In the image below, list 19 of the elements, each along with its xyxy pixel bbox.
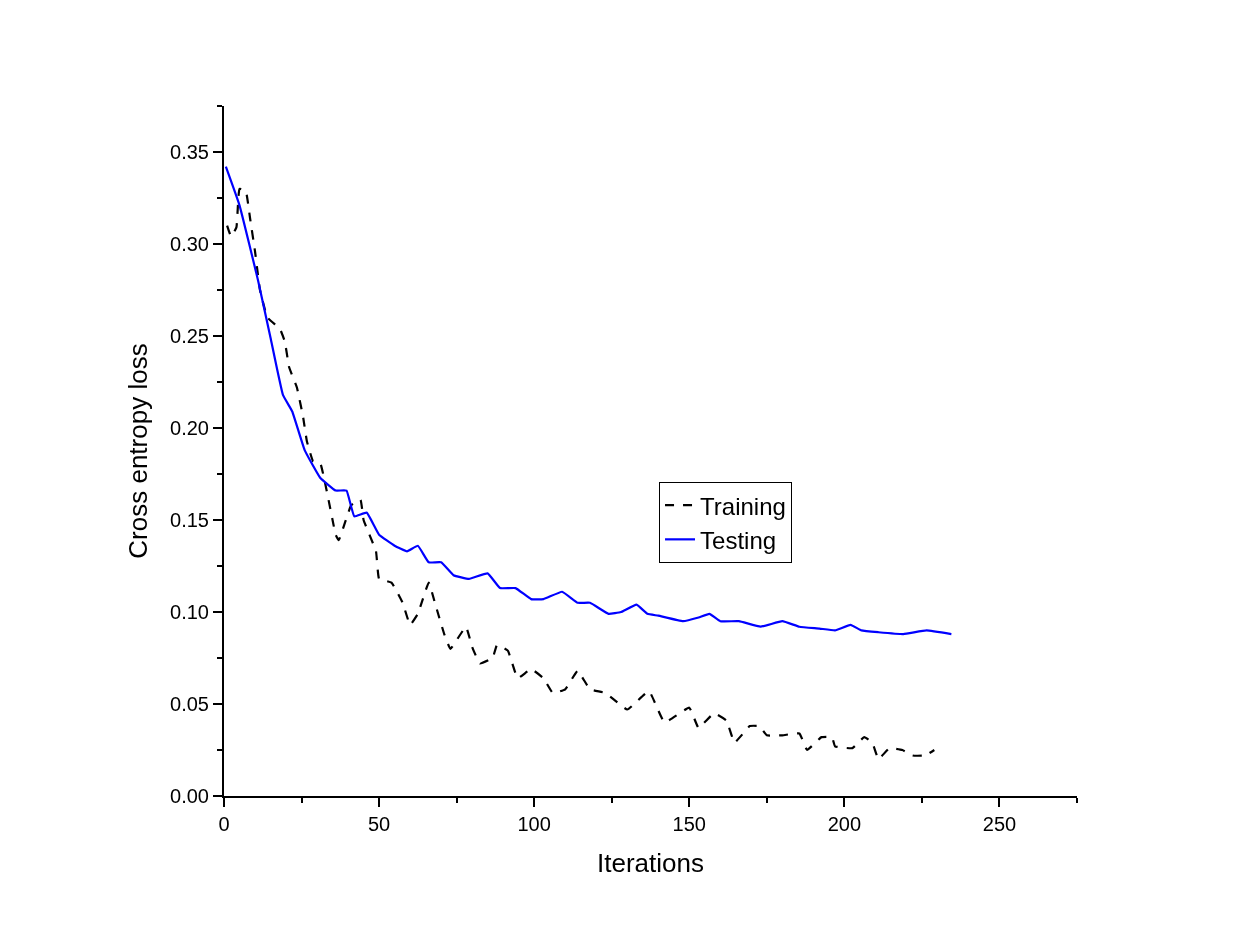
x-tick-label: 250 [982,813,1017,835]
y-tick-label: 0.00 [170,785,209,807]
y-tick-label: 0.25 [170,325,209,347]
y-tick-label: 0.10 [170,601,209,623]
line-series [224,165,953,636]
legend-label: Testing [700,526,777,554]
legend-label: Training [700,492,786,520]
x-axis-title: Iterations [597,848,704,879]
y-tick-label: 0.30 [170,233,209,255]
y-tick-label: 0.15 [170,509,209,531]
x-tick-label: 200 [827,813,862,835]
x-tick-label: 100 [517,813,551,835]
y-axis-title: Cross entropy loss [122,343,153,559]
x-tick-label: 0 [218,813,230,835]
x-tick-label: 150 [672,813,706,835]
y-tick-label: 0.20 [170,417,209,439]
y-tick-label: 0.05 [170,693,209,715]
x-tick-label: 50 [367,813,391,835]
y-tick-label: 0.35 [170,141,209,163]
